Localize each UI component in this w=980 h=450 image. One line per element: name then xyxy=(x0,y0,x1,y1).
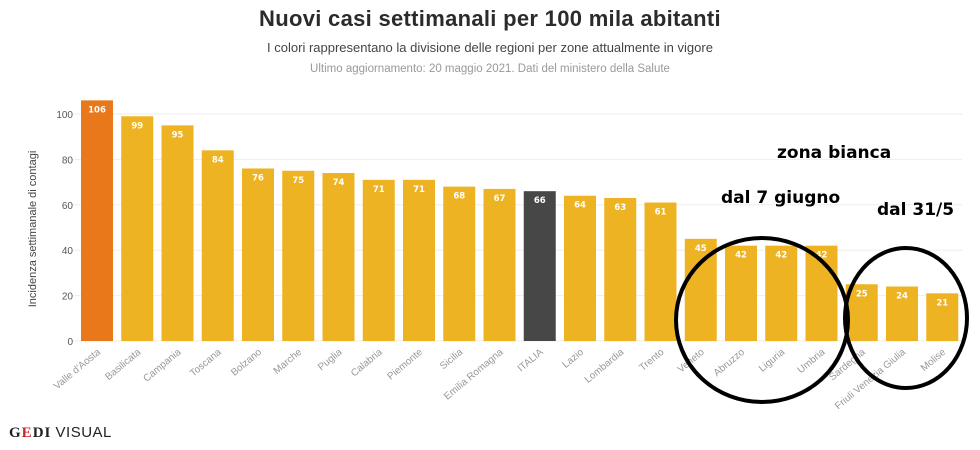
bar xyxy=(523,191,556,341)
bar-value-label: 42 xyxy=(816,251,828,261)
bar-value-label: 66 xyxy=(534,196,546,206)
chart-subtitle: I colori rappresentano la divisione dell… xyxy=(267,40,713,55)
bar xyxy=(121,116,154,342)
bar xyxy=(644,202,677,341)
x-tick-label: Umbria xyxy=(796,347,828,376)
logo-di: DI xyxy=(32,425,52,441)
bar-value-label: 42 xyxy=(775,251,787,261)
bar xyxy=(604,197,637,341)
x-tick-label: Molise xyxy=(919,347,949,374)
bar-value-label: 21 xyxy=(936,298,948,308)
bars: 106 99 95 84 76 75 74 71 71 68 67 66 64 63 61 45 42 42 42 2… xyxy=(81,100,959,342)
x-tick-label: Toscana xyxy=(188,347,224,380)
bar-value-label: 63 xyxy=(614,203,626,213)
bar-value-label: 76 xyxy=(252,173,264,183)
bar xyxy=(362,179,395,341)
x-tick-label: Lombardia xyxy=(583,347,627,386)
bar xyxy=(322,173,355,341)
bar xyxy=(443,186,476,341)
x-tick-label: Abruzzo xyxy=(712,347,748,379)
bar-value-label: 71 xyxy=(413,185,425,195)
logo-g: G xyxy=(9,425,22,441)
bar xyxy=(403,179,435,341)
x-tick-label: Sicilia xyxy=(438,347,465,372)
bar-value-label: 84 xyxy=(212,155,224,165)
y-axis-label: Incidenza settimanale di contagi xyxy=(27,151,39,308)
gedi-visual-logo: GEDI VISUAL xyxy=(9,424,112,442)
annotation-dal-7-giugno: dal 7 giugno xyxy=(721,188,841,208)
y-tick-label: 80 xyxy=(62,155,74,166)
update-note: Ultimo aggiornamento: 20 maggio 2021. Da… xyxy=(310,63,670,75)
bar xyxy=(765,245,798,341)
x-tick-label: Friuli Venezia Giulia xyxy=(833,347,908,413)
bar xyxy=(483,188,516,341)
x-tick-label: Liguria xyxy=(757,347,787,375)
annotation-dal-31-5: dal 31/5 xyxy=(877,200,955,220)
x-tick-label: Marche xyxy=(272,347,305,377)
x-tick-label: Piemonte xyxy=(385,347,425,383)
bar-value-label: 71 xyxy=(373,185,385,195)
x-tick-label: Puglia xyxy=(316,347,345,374)
bar xyxy=(282,170,315,341)
bar xyxy=(564,195,596,341)
bar-value-label: 74 xyxy=(333,178,345,188)
x-tick-label: Lazio xyxy=(561,347,587,371)
y-tick-label: 20 xyxy=(62,292,74,303)
logo-e: E xyxy=(21,425,33,441)
circle-annotation-may xyxy=(843,246,969,390)
x-tick-label: Campania xyxy=(141,347,183,385)
x-tick-label: Bolzano xyxy=(229,347,264,379)
bar-value-label: 25 xyxy=(856,289,868,299)
bar-value-label: 99 xyxy=(131,121,143,131)
x-tick-label: ITALIA xyxy=(516,347,546,375)
y-tick-label: 0 xyxy=(67,337,73,348)
bar-value-label: 64 xyxy=(574,201,586,211)
x-tick-label: Trento xyxy=(638,347,667,374)
bar-value-label: 42 xyxy=(735,251,747,261)
bar xyxy=(886,286,918,341)
bar-value-label: 106 xyxy=(88,105,106,115)
y-tick-label: 40 xyxy=(62,246,74,257)
circle-annotation-june xyxy=(674,236,850,404)
bar-value-label: 95 xyxy=(172,130,184,140)
y-tick-label: 100 xyxy=(56,110,73,121)
bar-value-label: 45 xyxy=(695,244,707,254)
bar xyxy=(81,100,113,341)
x-tick-label: Calabria xyxy=(349,347,385,380)
bar xyxy=(926,293,959,341)
bar xyxy=(242,168,274,341)
y-axis-ticks: 0 20 40 60 80 100 xyxy=(56,110,73,348)
bar xyxy=(201,150,234,341)
bar xyxy=(845,284,878,341)
bar-value-label: 75 xyxy=(292,176,304,186)
x-tick-label: Basilicata xyxy=(103,347,143,383)
chart-title: Nuovi casi settimanali per 100 mila abit… xyxy=(259,6,721,31)
bar-value-label: 68 xyxy=(453,192,465,202)
bar-value-label: 24 xyxy=(896,292,908,302)
bar-value-label: 67 xyxy=(494,194,506,204)
annotation-zona-bianca: zona bianca xyxy=(777,143,892,163)
bar xyxy=(161,125,194,341)
bar-value-label: 61 xyxy=(655,208,667,218)
logo-visual: VISUAL xyxy=(55,424,112,441)
x-tick-label: Valle d'Aosta xyxy=(52,347,103,393)
bar xyxy=(725,245,757,341)
y-tick-label: 60 xyxy=(62,201,74,212)
